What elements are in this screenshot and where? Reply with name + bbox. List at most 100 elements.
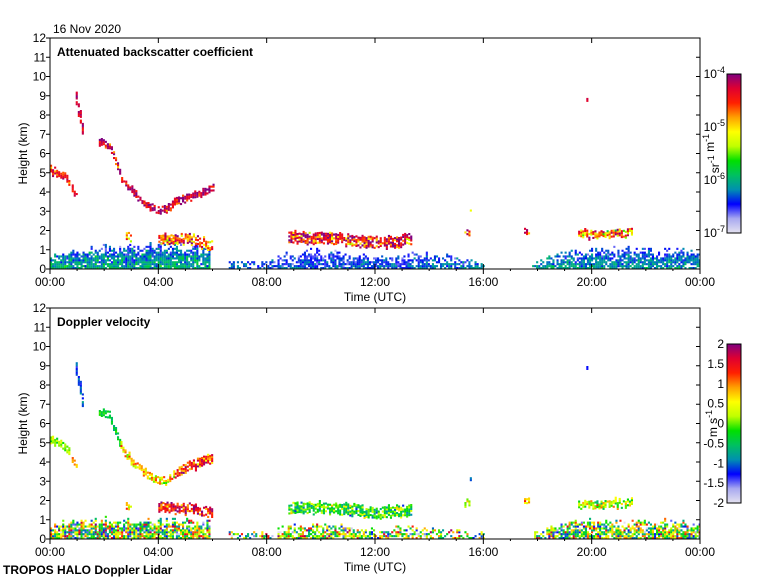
data-cell <box>624 502 627 505</box>
data-cell <box>80 267 83 269</box>
data-cell <box>113 261 116 264</box>
data-cell <box>147 205 150 208</box>
data-cell <box>427 265 430 268</box>
data-cell <box>469 477 472 480</box>
data-cell <box>198 194 201 197</box>
data-cell <box>196 535 199 538</box>
data-cell <box>128 453 131 456</box>
data-cell <box>198 537 201 539</box>
data-cell <box>331 504 334 507</box>
data-cell <box>117 523 120 526</box>
data-cell <box>145 263 148 266</box>
data-cell <box>58 173 61 176</box>
data-cell <box>578 504 581 507</box>
data-cell <box>622 500 625 503</box>
data-cell <box>188 236 191 239</box>
data-cell <box>360 261 363 264</box>
data-cell <box>396 514 399 517</box>
data-cell <box>613 531 616 534</box>
data-cell <box>594 236 597 239</box>
data-cell <box>82 259 85 262</box>
data-cell <box>76 255 79 258</box>
data-cell <box>137 263 140 266</box>
data-cell <box>464 231 467 234</box>
data-cell <box>620 234 623 237</box>
data-cell <box>180 469 183 472</box>
data-cell <box>354 535 357 538</box>
data-cell <box>411 261 414 264</box>
colorbar-tick-label: -1.5 <box>703 476 724 490</box>
data-cell <box>417 265 420 268</box>
data-cell <box>71 186 74 189</box>
data-cell <box>347 237 350 240</box>
data-cell <box>71 184 74 187</box>
data-cell <box>263 537 266 539</box>
data-cell <box>58 527 61 530</box>
data-cell <box>406 237 409 240</box>
data-cell <box>435 255 438 258</box>
data-cell <box>182 239 185 242</box>
data-cell <box>108 245 111 248</box>
data-cell <box>586 367 589 370</box>
data-cell <box>178 507 181 510</box>
data-cell <box>670 261 673 264</box>
data-cell <box>287 263 290 266</box>
data-cell <box>143 247 146 250</box>
data-cell <box>580 521 583 524</box>
data-cell <box>136 462 139 465</box>
data-cell <box>601 257 604 260</box>
data-cell <box>149 527 152 530</box>
data-cell <box>612 233 615 236</box>
data-cell <box>180 533 183 536</box>
data-cell <box>98 537 101 539</box>
data-cell <box>148 477 151 480</box>
data-cell <box>58 171 61 174</box>
data-cell <box>550 533 553 536</box>
data-cell <box>381 255 384 258</box>
data-cell <box>324 261 327 264</box>
data-cell <box>658 525 661 528</box>
data-cell <box>594 234 597 237</box>
data-cell <box>696 257 699 260</box>
data-cell <box>379 259 382 262</box>
data-cell <box>639 265 642 268</box>
data-cell <box>131 531 134 534</box>
data-cell <box>121 251 124 254</box>
data-cell <box>668 257 671 260</box>
data-cell <box>688 257 691 260</box>
data-cell <box>456 537 459 539</box>
data-cell <box>324 238 327 241</box>
data-cell <box>566 263 569 266</box>
data-cell <box>395 531 398 534</box>
data-cell <box>94 265 97 268</box>
data-cell <box>630 227 633 230</box>
data-cell <box>201 245 204 248</box>
data-cell <box>143 253 146 256</box>
data-cell <box>184 464 187 467</box>
data-cell <box>578 261 581 264</box>
data-cell <box>676 537 679 539</box>
data-cell <box>656 263 659 266</box>
data-cell <box>406 507 409 510</box>
data-cell <box>199 463 202 466</box>
data-cell <box>81 124 84 127</box>
data-cell <box>139 198 142 201</box>
data-cell <box>662 533 665 536</box>
data-cell <box>293 537 296 539</box>
data-cell <box>607 251 610 254</box>
data-cell <box>192 527 195 530</box>
data-cell <box>396 236 399 239</box>
data-cell <box>478 533 481 536</box>
data-cell <box>651 527 654 530</box>
data-cell <box>310 263 313 266</box>
data-cell <box>324 265 327 268</box>
data-cell <box>460 265 463 268</box>
data-cell <box>658 259 661 262</box>
data-cell <box>98 144 101 147</box>
data-cell <box>131 249 134 252</box>
data-cell <box>438 259 441 262</box>
data-cell <box>395 267 398 269</box>
data-cell <box>324 537 327 539</box>
data-cell <box>404 238 407 241</box>
data-cell <box>332 255 335 258</box>
